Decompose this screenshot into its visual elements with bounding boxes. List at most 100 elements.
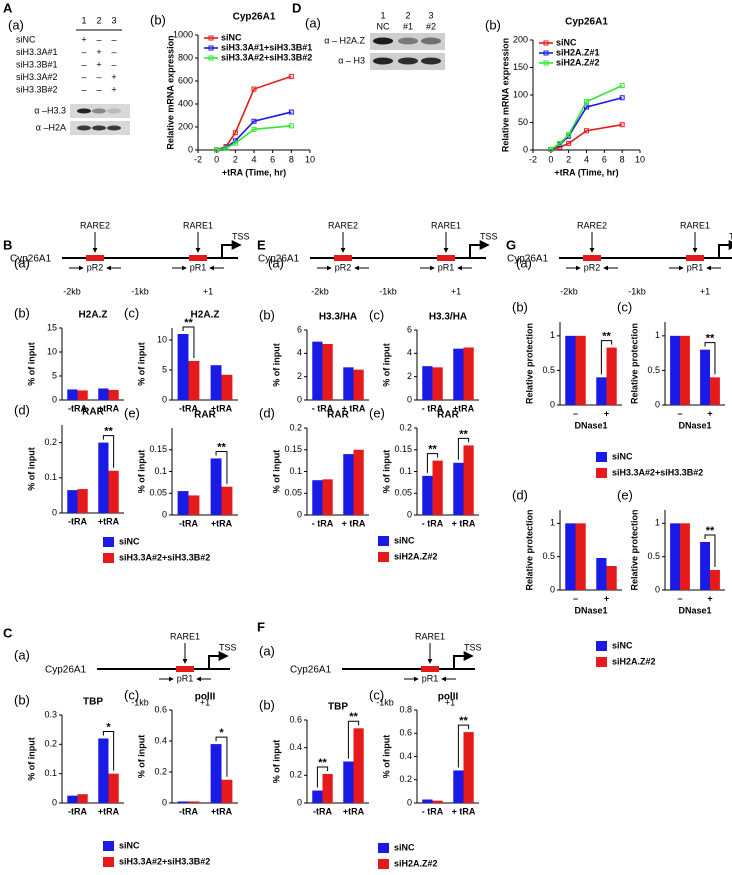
row-mark: + [111,84,116,94]
bar [210,744,222,803]
chart-title: H2A.Z [79,310,108,321]
panel-letter: E [257,237,266,252]
panel-sublabel: (b) [512,299,528,314]
blot-antibody: α –H3.3 [34,105,66,115]
row-mark: + [96,47,101,57]
panel-letter: C [3,625,13,640]
y-tick-label: 0.1 [154,466,167,476]
y-tick-label: 4 [297,348,302,358]
legend-label: siH2A.Z#2 [612,656,656,666]
bar [453,348,464,400]
blot-antibody: α –H2A [36,122,66,132]
y-tick-label: 0 [407,509,412,519]
y-tick-label: 0.4 [399,751,412,761]
x-tick-label: - tRA [422,403,444,413]
x-tick-label: - tRA [422,518,444,528]
row-mark: + [96,59,101,69]
bar [463,347,474,400]
bar [596,558,607,590]
x-tick-label: 8 [289,154,294,164]
x-tick-label: -2 [194,154,202,164]
bar [221,486,233,515]
row-name: siH3.3B#2 [16,84,58,94]
y-tick-label: 0 [162,797,167,807]
x-tick-label: - tRA [312,518,334,528]
position-label: -1kb [131,286,149,296]
legend-marker [208,55,214,61]
sig-bracket [704,342,716,375]
y-tick-label: 0 [52,797,57,807]
x-tick-label: 4 [251,154,256,164]
y-tick-label: 200 [513,34,528,44]
point-marker [619,95,625,101]
sig-bracket [426,453,439,473]
y-axis-title: Relative protection [629,323,639,404]
legend-label: siH2A.Z#2 [394,858,438,868]
y-tick-label: 0 [407,394,412,404]
bar [108,389,119,400]
y-tick-label: 800 [178,52,193,62]
point-marker [584,128,589,134]
y-tick-label: 150 [513,62,528,72]
row-mark: – [81,59,86,69]
y-tick-label: 0 [52,507,57,517]
tss-arrow [221,240,242,258]
tss-label: TSS [729,231,732,241]
legend-label: siNC [221,32,242,42]
y-tick-label: 5 [162,364,167,374]
diagram-label: (a) [268,255,284,270]
panel-letter: B [3,237,12,252]
x-tick-label: -tRA [68,516,87,526]
blot-antibody: α – H3 [338,55,365,65]
element-label: RARE2 [80,220,110,230]
panel-sublabel: (b) [150,12,166,27]
bar [77,794,88,803]
x-tick-label: - tRA [312,403,334,413]
element-label: RARE1 [680,220,710,230]
point-marker [232,130,238,136]
lane-number: 1 [380,10,385,20]
sig-label: ** [217,441,226,453]
y-axis-title: % of input [271,343,281,387]
chart-title: RAR [327,410,349,421]
x-tick-label: +tRA [98,806,120,816]
x-tick-label: 10 [305,154,315,164]
legend-marker [543,60,549,66]
y-tick-label: 0.3 [44,709,57,719]
tss-arrow [469,240,490,258]
x-axis-title: DNase1 [678,605,711,615]
y-tick-label: 0 [407,797,412,807]
sig-bracket [215,450,228,484]
y-tick-label: 0.4 [154,735,167,745]
element-label: RARE1 [415,631,445,641]
y-tick-label: 0.15 [284,444,302,454]
bar [177,334,189,400]
series-line [550,84,623,151]
bar [422,475,433,515]
blot-band [107,108,121,114]
x-tick-label: 0 [214,154,219,164]
y-axis-title: % of input [26,737,36,781]
y-tick-label: 0.05 [394,488,412,498]
legend-label: siNC [612,451,633,461]
panel-sublabel: (d) [512,487,528,502]
sig-bracket [347,720,360,759]
blot-band [398,37,418,45]
panel-sublabel: (d) [259,405,275,420]
panel-sublabel: (b) [14,692,30,707]
row-name: siH3.3B#1 [16,59,58,69]
position-label: -1kb [628,286,646,296]
blot-band [373,57,393,65]
panel-sublabel: (b) [259,697,275,712]
sig-bracket [457,724,470,768]
bar [343,454,354,515]
bar [98,388,109,400]
bar [108,470,119,513]
bar [453,770,464,803]
bar [710,377,720,405]
y-tick-label: 1 [655,518,660,528]
point-marker [619,83,625,89]
primer-label: pR1 [687,262,704,272]
element-box [86,255,104,261]
blot-band [77,125,91,131]
